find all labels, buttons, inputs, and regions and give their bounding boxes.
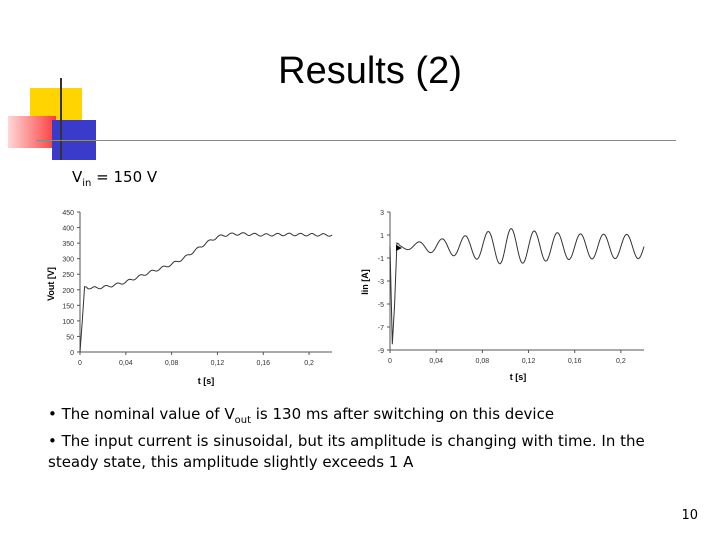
y-tick-label: 350 <box>62 241 74 248</box>
x-tick-label: 0,08 <box>476 358 490 365</box>
y-tick-label: 150 <box>62 303 74 310</box>
x-tick-label: 0,12 <box>522 358 536 365</box>
marker-arrow-icon <box>396 245 402 251</box>
y-tick-label: -7 <box>378 325 384 332</box>
y-tick-label: 250 <box>62 272 74 279</box>
y-axis-label: Iin [A] <box>360 269 370 295</box>
y-tick-label: 50 <box>66 334 74 341</box>
y-tick-label: 450 <box>62 210 74 217</box>
x-tick-label: 0 <box>388 358 392 365</box>
page-title: Results (2) <box>278 50 462 92</box>
bullet-item-1: • The nominal value of Vout is 130 ms af… <box>48 405 555 426</box>
title-divider <box>36 140 676 141</box>
y-tick-label: 3 <box>380 210 384 217</box>
vout-series-line <box>79 232 333 353</box>
x-tick-label: 0,08 <box>165 360 179 367</box>
y-tick-label: -5 <box>378 302 384 309</box>
x-tick-label: 0,2 <box>616 358 626 365</box>
y-tick-label: -9 <box>378 348 384 355</box>
x-tick-label: 0,04 <box>429 358 443 365</box>
vin-label: Vin = 150 V <box>72 168 158 189</box>
iin-chart: 3 1 -1 -3 -5 -7 -9 0 0,04 0,08 0,12 0,16 0,2 Iin [A… <box>360 210 645 382</box>
decor-vertical-line <box>60 78 62 160</box>
y-tick-label: 200 <box>62 288 74 295</box>
vout-chart: 0 50 100 150 200 250 300 350 400 450 0 0,04 0,08 0,1… <box>46 210 333 386</box>
y-tick-label: -3 <box>378 279 384 286</box>
x-tick-label: 0,16 <box>256 360 270 367</box>
y-tick-label: 300 <box>62 257 74 264</box>
y-tick-label: 100 <box>62 319 74 326</box>
x-tick-label: 0,04 <box>119 360 133 367</box>
bullet-list: • The nominal value of Vout is 130 ms af… <box>48 404 688 473</box>
x-tick-label: 0,2 <box>304 360 314 367</box>
x-axis-label: t [s] <box>198 376 215 386</box>
y-tick-label: 1 <box>380 233 384 240</box>
x-tick-label: 0,16 <box>568 358 582 365</box>
x-tick-label: 0 <box>78 360 82 367</box>
y-tick-label: 0 <box>70 350 74 357</box>
y-tick-label: -1 <box>378 256 384 263</box>
y-tick-label: 400 <box>62 226 74 233</box>
bullet-item-2: • The input current is sinusoidal, but i… <box>48 432 645 471</box>
x-tick-label: 0,12 <box>211 360 225 367</box>
iin-series-line <box>389 228 645 345</box>
page-number: 10 <box>681 508 698 523</box>
decor-red-square <box>8 116 56 148</box>
y-axis-label: Vout [V] <box>46 267 56 301</box>
x-axis-label: t [s] <box>510 372 527 382</box>
